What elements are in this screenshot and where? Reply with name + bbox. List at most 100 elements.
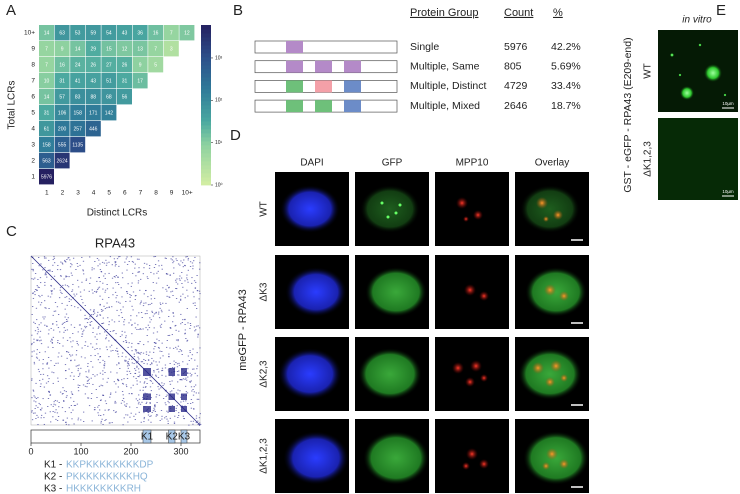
dot <box>34 330 37 332</box>
dot <box>44 267 46 269</box>
dot <box>189 402 192 404</box>
dot <box>153 327 155 329</box>
dot <box>101 310 103 312</box>
dot <box>116 372 118 374</box>
dot <box>177 381 179 383</box>
dot <box>83 273 85 275</box>
dot <box>101 323 103 324</box>
dot <box>73 293 75 295</box>
dot <box>195 415 198 417</box>
dot <box>52 259 54 261</box>
nucleolus <box>480 374 488 382</box>
dot <box>32 297 35 299</box>
dot <box>99 281 101 283</box>
dot <box>71 289 74 291</box>
dot <box>175 288 177 289</box>
dot <box>46 375 49 377</box>
dot <box>166 290 168 292</box>
heatmap-cell <box>148 25 164 41</box>
dot <box>116 350 118 352</box>
dot <box>134 299 136 301</box>
dot <box>100 420 102 422</box>
table-cell: 5.69% <box>551 60 581 72</box>
dot <box>130 412 132 414</box>
dot <box>194 305 196 307</box>
dot <box>68 407 70 409</box>
dot <box>190 420 192 422</box>
dot <box>175 258 177 260</box>
dot <box>59 275 62 277</box>
dot <box>144 386 147 388</box>
dot <box>31 419 34 421</box>
dot <box>77 370 79 372</box>
dot <box>59 331 61 333</box>
dot <box>194 302 196 304</box>
heatmap-cell <box>85 57 101 73</box>
dot <box>181 322 183 323</box>
dot <box>115 282 117 284</box>
dot <box>147 419 150 421</box>
dot <box>135 413 137 415</box>
heatmap-cell <box>101 25 117 41</box>
dot <box>43 318 45 320</box>
micrograph <box>435 337 509 411</box>
dot <box>63 278 65 280</box>
dot <box>124 331 126 333</box>
dot <box>181 262 184 264</box>
dot <box>135 350 137 352</box>
dot <box>122 277 124 279</box>
dot <box>115 301 118 303</box>
dot <box>88 405 91 407</box>
dot <box>128 261 130 262</box>
dot <box>31 268 33 270</box>
dot <box>165 416 167 418</box>
dot <box>77 331 79 333</box>
dot <box>39 386 42 387</box>
dot <box>162 398 165 399</box>
cell-label: 16 <box>59 62 65 68</box>
dot <box>169 383 172 385</box>
dot <box>131 272 134 274</box>
y-tick-label: 10+ <box>24 30 35 37</box>
dot <box>198 268 201 270</box>
dot <box>185 338 187 339</box>
dot <box>137 403 140 405</box>
dot <box>123 378 125 380</box>
x-tick-label: 10+ <box>182 190 193 197</box>
colorbar-tick-label: 10³ <box>215 55 223 61</box>
cell-label: 51 <box>106 78 112 84</box>
dot <box>132 384 134 386</box>
dot <box>166 394 168 396</box>
heatmap-cell <box>70 73 86 89</box>
dot <box>184 333 186 335</box>
dot <box>66 320 69 322</box>
table-cell: 4729 <box>504 80 528 92</box>
dot <box>65 421 67 423</box>
dot <box>126 362 129 364</box>
dot <box>44 412 47 414</box>
micrograph <box>658 30 738 112</box>
dot <box>106 288 109 290</box>
dot <box>38 301 40 303</box>
dot <box>142 305 145 307</box>
colorbar-segment <box>201 145 211 150</box>
x-tick-label: 6 <box>123 190 127 197</box>
dot <box>38 295 40 297</box>
dot <box>162 355 164 357</box>
dot <box>189 261 192 263</box>
colorbar-segment <box>201 89 211 94</box>
dot <box>169 391 171 393</box>
dot <box>169 274 172 276</box>
dot <box>37 406 39 408</box>
nucleus <box>358 348 422 400</box>
dot <box>65 313 68 315</box>
dot <box>97 287 100 289</box>
dot <box>57 362 59 364</box>
dot <box>102 414 105 416</box>
dot <box>144 392 146 394</box>
dot <box>115 275 118 277</box>
cell-label: 36 <box>137 30 143 36</box>
dot <box>199 293 201 295</box>
dot <box>76 340 78 342</box>
dot <box>188 424 190 426</box>
